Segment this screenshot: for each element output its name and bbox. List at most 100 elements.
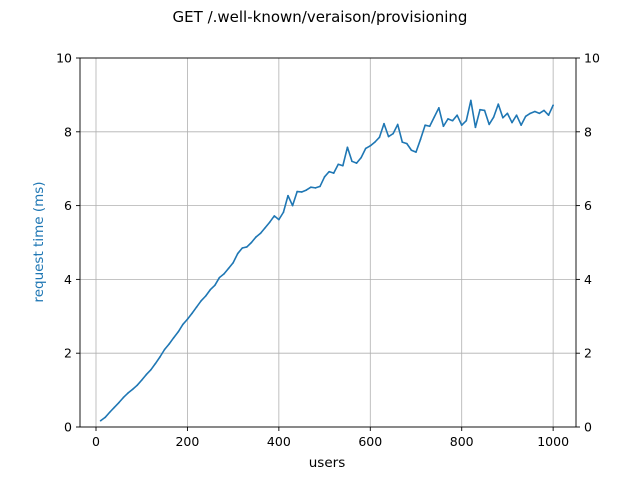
data-point — [497, 103, 500, 105]
right-y-tick-label: 8 — [584, 124, 592, 139]
data-point — [127, 392, 129, 394]
data-point — [387, 135, 390, 138]
x-tick-label: 600 — [358, 434, 382, 449]
x-tick-label: 800 — [450, 434, 474, 449]
data-point — [182, 323, 184, 326]
data-point — [374, 141, 376, 143]
plot-frame — [79, 57, 577, 428]
data-point — [460, 124, 463, 126]
data-point — [159, 356, 161, 358]
data-point — [378, 136, 381, 139]
data-point — [150, 369, 152, 371]
data-point — [369, 145, 372, 147]
data-point — [291, 204, 294, 207]
data-point — [337, 163, 340, 166]
data-point — [451, 119, 454, 122]
data-point — [319, 185, 321, 188]
series-line — [100, 99, 554, 422]
data-point — [442, 125, 445, 128]
data-point — [470, 99, 472, 102]
axes: 0 200 400 600 800 1000 0 2 4 6 8 10 0 2 4 6 8 10 — [56, 51, 600, 450]
data-point — [323, 176, 326, 178]
data-point — [346, 146, 349, 149]
right-y-tick-label: 10 — [584, 51, 600, 66]
x-tick-label: 400 — [267, 434, 291, 449]
data-point — [383, 122, 385, 125]
y-tick-label: 0 — [64, 420, 72, 435]
y-tick-label: 6 — [64, 198, 72, 213]
data-point — [401, 141, 404, 143]
data-point — [520, 124, 522, 126]
data-point — [396, 123, 399, 126]
data-point — [534, 110, 536, 113]
data-point — [200, 300, 202, 302]
data-point — [552, 104, 554, 107]
data-point — [195, 306, 198, 308]
data-point — [186, 318, 189, 321]
data-point — [232, 261, 234, 264]
data-point — [296, 190, 298, 193]
data-point — [214, 284, 216, 287]
data-point — [506, 112, 509, 115]
data-point — [177, 331, 180, 333]
data-point — [163, 348, 166, 351]
data-point — [433, 116, 436, 118]
data-point — [145, 373, 148, 376]
data-point — [246, 246, 248, 248]
data-point — [342, 164, 344, 167]
data-point — [424, 124, 426, 126]
data-point — [314, 187, 317, 189]
data-point — [259, 232, 262, 235]
data-point — [154, 362, 157, 365]
data-point — [255, 236, 257, 238]
data-point — [488, 123, 490, 126]
right-y-tick-label: 2 — [584, 346, 592, 361]
data-point — [410, 149, 413, 152]
data-point — [529, 112, 532, 115]
right-y-tick-label: 0 — [584, 420, 592, 435]
x-tick-label: 0 — [92, 434, 100, 449]
data-point — [223, 273, 225, 275]
data-point — [264, 226, 266, 229]
data-point — [250, 241, 253, 244]
data-point — [479, 108, 481, 111]
data-point — [113, 406, 116, 409]
data-point — [538, 112, 541, 115]
data-point — [278, 218, 280, 221]
data-point — [131, 388, 134, 391]
right-y-tick-label: 4 — [584, 272, 592, 287]
data-point — [268, 221, 271, 224]
data-point — [492, 116, 495, 118]
data-point — [360, 156, 362, 159]
data-point — [547, 114, 550, 116]
data-point — [122, 396, 125, 399]
data-point — [524, 115, 527, 118]
x-tick-label: 1000 — [537, 434, 569, 449]
data-point — [543, 109, 545, 112]
data-point — [273, 215, 276, 217]
data-point — [287, 194, 289, 197]
data-point — [140, 379, 143, 381]
data-point — [392, 132, 394, 135]
data-point — [406, 142, 408, 145]
data-point — [236, 252, 239, 255]
y-tick-label: 10 — [56, 51, 72, 66]
data-point — [511, 121, 513, 124]
data-point — [218, 276, 221, 279]
data-point — [438, 107, 440, 109]
data-point — [99, 419, 102, 422]
data-point — [474, 126, 477, 129]
data-point — [209, 288, 212, 291]
data-point — [241, 247, 244, 249]
data-point — [364, 147, 367, 150]
data-point — [172, 336, 175, 339]
data-point — [300, 191, 303, 193]
data-point — [168, 343, 170, 345]
data-point — [282, 211, 285, 214]
data-point — [483, 109, 486, 112]
data-point — [191, 312, 193, 315]
data-point — [428, 125, 431, 128]
y-tick-label: 8 — [64, 124, 72, 139]
